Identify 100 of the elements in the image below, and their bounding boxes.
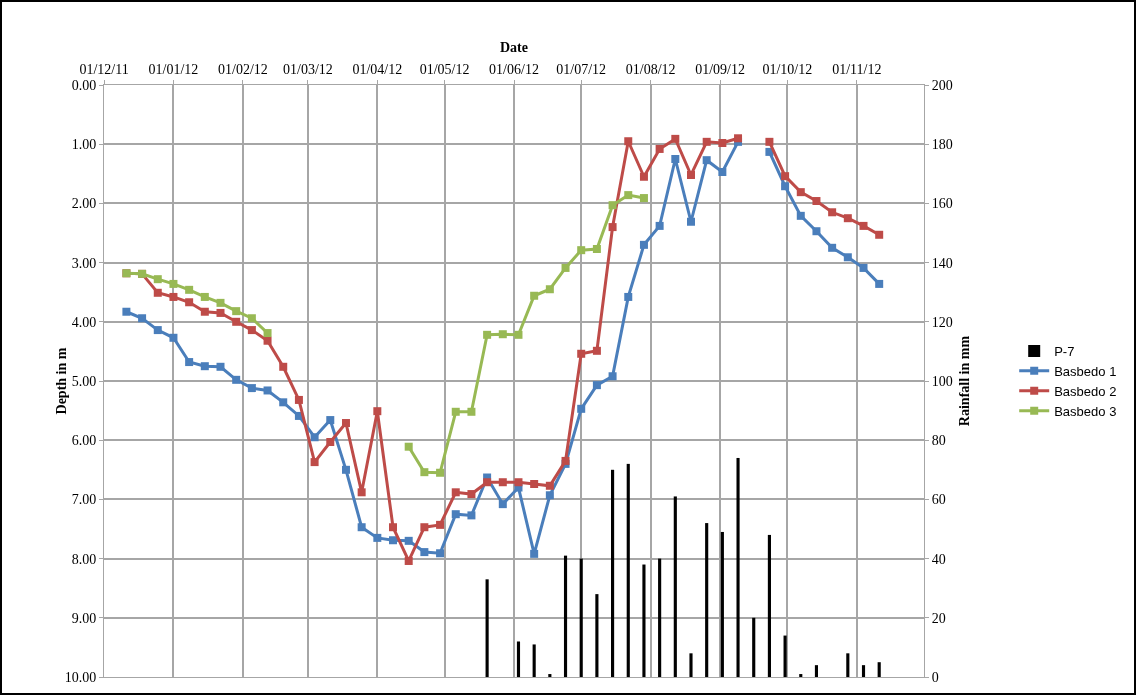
point <box>373 407 382 416</box>
y-tick-label: 2.00 <box>71 196 97 212</box>
bar <box>767 534 771 677</box>
point <box>216 362 225 371</box>
point <box>608 223 617 232</box>
legend-label: Basbedo 2 <box>1054 383 1117 399</box>
point <box>451 488 460 497</box>
point <box>796 211 805 220</box>
bar <box>579 558 583 677</box>
point <box>577 404 586 413</box>
point <box>828 243 837 252</box>
point <box>639 240 648 249</box>
bar <box>705 523 709 677</box>
y2-tick-label: 120 <box>931 314 953 330</box>
x-tick-label: 01/10/12 <box>762 62 813 78</box>
y-tick-label: 0.00 <box>71 77 97 93</box>
bar <box>485 579 489 677</box>
bar <box>532 644 536 677</box>
point <box>467 511 476 520</box>
point <box>875 230 884 239</box>
bar <box>642 564 646 677</box>
point <box>483 330 492 339</box>
bar <box>658 558 662 677</box>
y2-axis-title: Rainfall in mm <box>957 335 972 427</box>
point <box>138 314 147 323</box>
point <box>639 172 648 181</box>
point <box>185 358 194 367</box>
point <box>420 523 429 532</box>
point <box>436 520 445 529</box>
point <box>561 263 570 272</box>
point <box>624 137 633 146</box>
point <box>577 349 586 358</box>
y2-tick-label: 160 <box>931 196 953 212</box>
point <box>185 285 194 294</box>
point <box>169 279 178 288</box>
point <box>859 263 868 272</box>
point <box>467 490 476 499</box>
bar <box>799 674 803 677</box>
y2-tick-label: 180 <box>931 137 953 153</box>
point <box>200 362 209 371</box>
y-tick-label: 4.00 <box>71 314 97 330</box>
point <box>530 549 539 558</box>
y2-tick-label: 0 <box>931 669 939 685</box>
bar <box>563 555 568 677</box>
point <box>828 208 837 217</box>
point <box>310 458 319 467</box>
y2-tick-label: 200 <box>931 77 953 93</box>
bar <box>752 617 756 677</box>
point <box>279 362 288 371</box>
point <box>436 549 445 558</box>
x-axis-title: Date <box>500 40 528 55</box>
point <box>655 144 664 153</box>
point <box>467 407 476 416</box>
point <box>592 244 601 253</box>
point <box>498 500 507 509</box>
point <box>514 330 523 339</box>
bar <box>548 674 552 677</box>
y-tick-label: 5.00 <box>71 373 97 389</box>
point <box>404 442 413 451</box>
point <box>247 384 256 393</box>
point <box>812 197 821 206</box>
y2-tick-label: 140 <box>931 255 953 271</box>
point <box>341 465 350 474</box>
point <box>702 156 711 165</box>
point <box>436 468 445 477</box>
bar <box>736 457 740 677</box>
point <box>608 372 617 381</box>
point <box>279 398 288 407</box>
x-tick-label: 01/04/12 <box>352 62 403 78</box>
point <box>326 416 335 425</box>
point <box>373 533 382 542</box>
point <box>545 285 554 294</box>
point <box>404 536 413 545</box>
point <box>263 329 272 338</box>
point <box>247 314 256 323</box>
point <box>200 307 209 316</box>
y2-tick-label: 60 <box>931 492 946 508</box>
x-tick-label: 01/05/12 <box>419 62 470 78</box>
x-tick-label: 01/03/12 <box>282 62 333 78</box>
point <box>153 275 162 284</box>
point <box>357 488 366 497</box>
x-tick-label: 01/01/12 <box>148 62 199 78</box>
point <box>153 326 162 335</box>
point <box>765 147 774 156</box>
point <box>702 137 711 146</box>
point <box>639 194 648 203</box>
point <box>294 395 303 404</box>
point <box>153 288 162 297</box>
point <box>608 201 617 210</box>
point <box>577 246 586 255</box>
x-tick-label: 01/08/12 <box>625 62 676 78</box>
point <box>859 221 868 230</box>
point <box>781 172 790 181</box>
point <box>530 480 539 489</box>
point <box>592 381 601 390</box>
point <box>498 478 507 487</box>
point <box>671 155 680 163</box>
bar <box>783 635 787 677</box>
point <box>451 510 460 519</box>
point <box>686 170 695 179</box>
